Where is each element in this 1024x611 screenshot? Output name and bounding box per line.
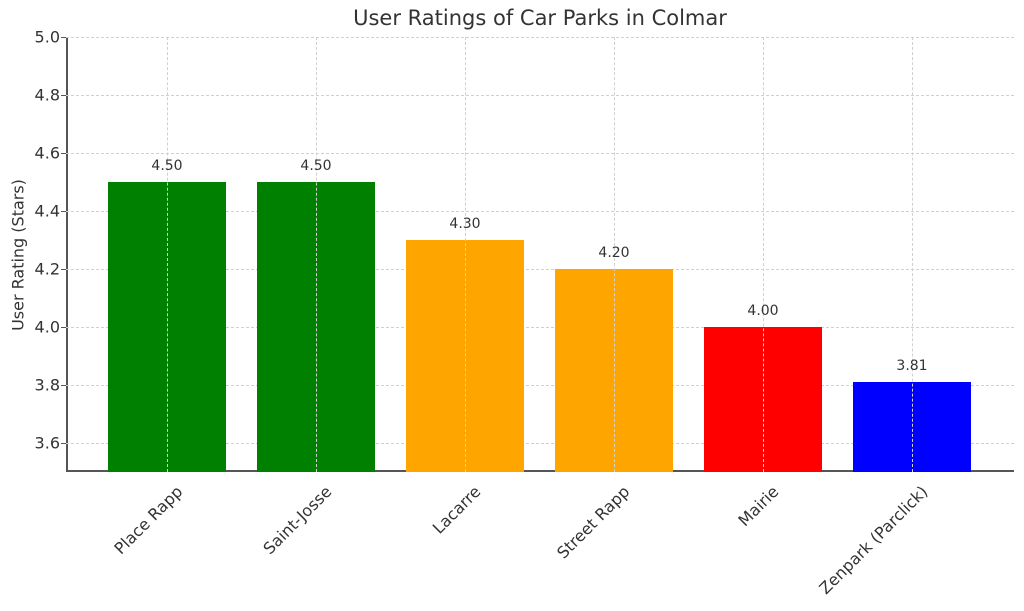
y-tick-label: 4.4	[34, 201, 60, 221]
grid-line-vertical	[614, 37, 615, 472]
chart-title: User Ratings of Car Parks in Colmar	[353, 6, 727, 30]
y-tick-mark	[61, 211, 66, 212]
grid-line-horizontal	[66, 153, 1014, 154]
grid-line-vertical	[465, 37, 466, 472]
x-axis-line	[66, 470, 1014, 472]
bar-value-label: 4.50	[151, 158, 183, 174]
y-tick-label: 4.6	[34, 143, 60, 163]
bar-value-label: 4.00	[747, 303, 779, 319]
grid-line-horizontal	[66, 37, 1014, 38]
y-tick-label: 4.8	[34, 85, 60, 105]
x-tick-label: Place Rapp	[110, 482, 187, 559]
y-axis-line	[66, 37, 68, 472]
y-tick-mark	[61, 385, 66, 386]
grid-line-vertical	[763, 37, 764, 472]
grid-line-horizontal	[66, 443, 1014, 444]
x-tick-label: Saint-Josse	[259, 482, 336, 559]
y-tick-mark	[61, 327, 66, 328]
y-tick-label: 4.0	[34, 317, 60, 337]
y-tick-mark	[61, 269, 66, 270]
bar-value-label: 4.30	[449, 216, 481, 232]
x-tick-label: Zenpark (Parclick)	[815, 482, 932, 598]
plot-area: 4.50 4.50 4.30 4.20 4.00 3.81	[61, 37, 1014, 472]
grid-line-horizontal	[66, 95, 1014, 96]
y-tick-mark	[61, 153, 66, 154]
grid-line-horizontal	[66, 211, 1014, 212]
bar-value-label: 3.81	[896, 358, 928, 375]
x-tick-label: Street Rapp	[553, 482, 634, 563]
bar-value-label: 4.20	[598, 245, 630, 261]
y-axis-label: User Rating (Stars)	[8, 179, 28, 331]
grid-line-horizontal	[66, 269, 1014, 270]
bar-value-label: 4.50	[300, 158, 332, 174]
y-tick-label: 5.0	[34, 27, 60, 47]
y-tick-label: 4.2	[34, 259, 60, 279]
grid-line-vertical	[167, 37, 168, 472]
y-tick-mark	[61, 95, 66, 96]
y-tick-mark	[61, 443, 66, 444]
y-tick-label: 3.8	[34, 375, 60, 395]
grid-line-horizontal	[66, 385, 1014, 386]
y-tick-label: 3.6	[34, 433, 60, 453]
x-tick-label: Lacarre	[428, 482, 485, 538]
grid-line-vertical	[912, 37, 913, 472]
y-tick-mark	[61, 37, 66, 38]
grid-line-horizontal	[66, 327, 1014, 328]
x-tick-label: Mairie	[734, 482, 783, 531]
grid-line-vertical	[316, 37, 317, 472]
